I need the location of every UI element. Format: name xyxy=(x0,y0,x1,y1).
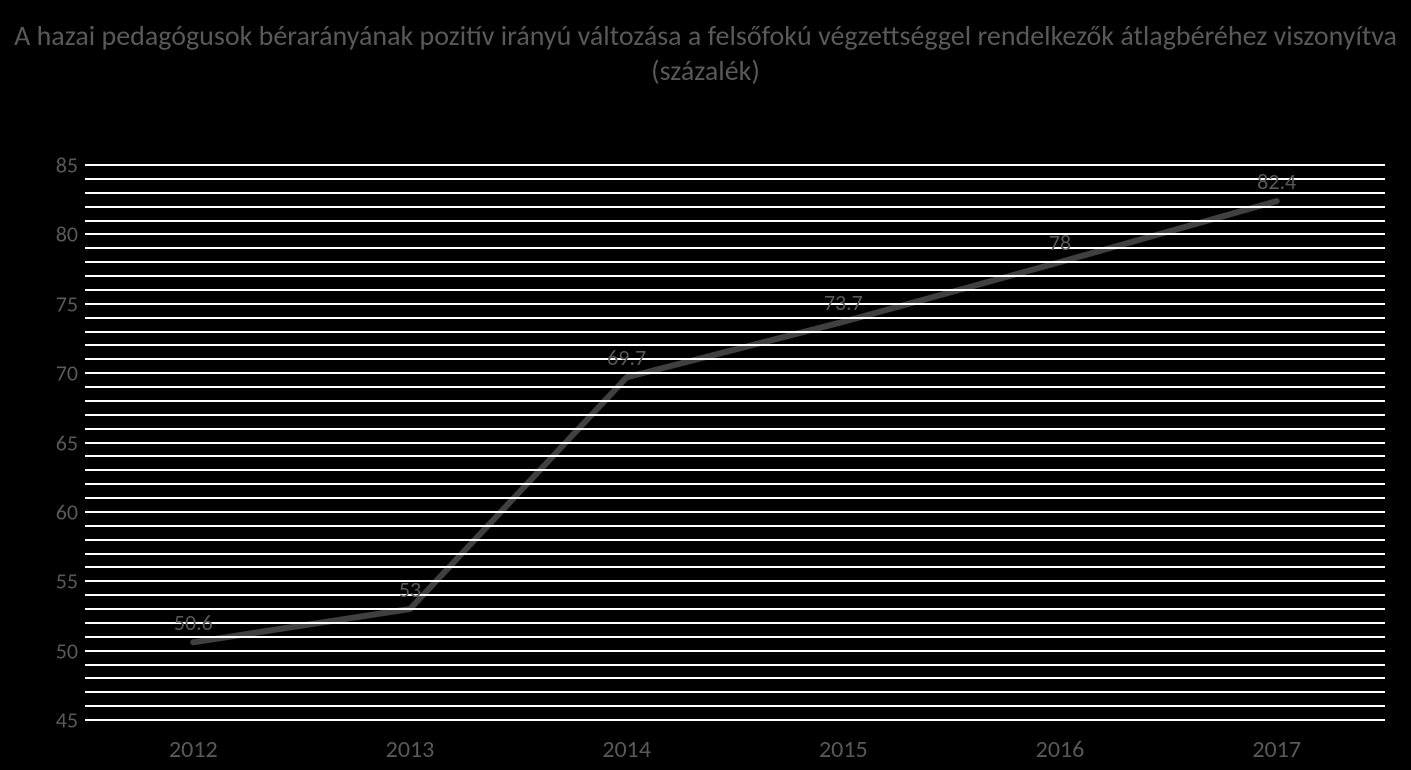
y-tick-label: 65 xyxy=(30,429,78,456)
gridline-major xyxy=(85,511,1385,513)
y-tick-label: 50 xyxy=(30,637,78,664)
data-label: 73.7 xyxy=(824,289,863,316)
data-label: 78 xyxy=(1049,229,1071,256)
gridline-minor xyxy=(85,247,1385,249)
gridline-minor xyxy=(85,566,1385,568)
x-tick-label: 2016 xyxy=(1036,735,1085,764)
gridline-minor xyxy=(85,705,1385,707)
gridline-major xyxy=(85,303,1385,305)
gridline-major xyxy=(85,580,1385,582)
gridline-minor xyxy=(85,400,1385,402)
gridline-minor xyxy=(85,178,1385,180)
gridline-minor xyxy=(85,594,1385,596)
data-label: 53 xyxy=(399,576,421,603)
gridline-minor xyxy=(85,469,1385,471)
y-tick-label: 70 xyxy=(30,360,78,387)
x-tick-label: 2013 xyxy=(386,735,435,764)
gridline-major xyxy=(85,650,1385,652)
data-label: 82.4 xyxy=(1257,168,1296,195)
gridline-minor xyxy=(85,317,1385,319)
gridline-minor xyxy=(85,414,1385,416)
data-label: 69.7 xyxy=(607,344,646,371)
data-label: 50.6 xyxy=(174,609,213,636)
y-tick-label: 80 xyxy=(30,221,78,248)
gridline-minor xyxy=(85,358,1385,360)
gridline-minor xyxy=(85,664,1385,666)
gridline-minor xyxy=(85,497,1385,499)
gridline-minor xyxy=(85,691,1385,693)
gridline-major xyxy=(85,719,1385,721)
gridline-minor xyxy=(85,331,1385,333)
gridline-minor xyxy=(85,539,1385,541)
gridline-minor xyxy=(85,386,1385,388)
line-chart: A hazai pedagógusok bérarányának pozitív… xyxy=(0,0,1411,770)
chart-title: A hazai pedagógusok bérarányának pozitív… xyxy=(0,18,1411,88)
y-tick-label: 45 xyxy=(30,707,78,734)
gridline-minor xyxy=(85,192,1385,194)
gridline-minor xyxy=(85,622,1385,624)
gridline-minor xyxy=(85,483,1385,485)
y-tick-label: 75 xyxy=(30,290,78,317)
gridline-minor xyxy=(85,455,1385,457)
gridline-minor xyxy=(85,206,1385,208)
gridline-minor xyxy=(85,525,1385,527)
gridline-minor xyxy=(85,428,1385,430)
gridline-minor xyxy=(85,261,1385,263)
x-tick-label: 2015 xyxy=(819,735,868,764)
gridline-minor xyxy=(85,553,1385,555)
x-tick-label: 2012 xyxy=(169,735,218,764)
gridline-major xyxy=(85,233,1385,235)
gridline-major xyxy=(85,164,1385,166)
y-tick-label: 85 xyxy=(30,152,78,179)
x-tick-label: 2017 xyxy=(1252,735,1301,764)
gridline-minor xyxy=(85,220,1385,222)
gridline-minor xyxy=(85,344,1385,346)
gridline-minor xyxy=(85,608,1385,610)
x-tick-label: 2014 xyxy=(602,735,651,764)
y-tick-label: 60 xyxy=(30,498,78,525)
gridline-minor xyxy=(85,289,1385,291)
gridline-minor xyxy=(85,275,1385,277)
y-tick-label: 55 xyxy=(30,568,78,595)
gridline-major xyxy=(85,442,1385,444)
gridline-major xyxy=(85,372,1385,374)
plot-area: 20122013201420152016201750.65369.773.778… xyxy=(85,165,1385,720)
gridline-minor xyxy=(85,636,1385,638)
gridline-minor xyxy=(85,677,1385,679)
